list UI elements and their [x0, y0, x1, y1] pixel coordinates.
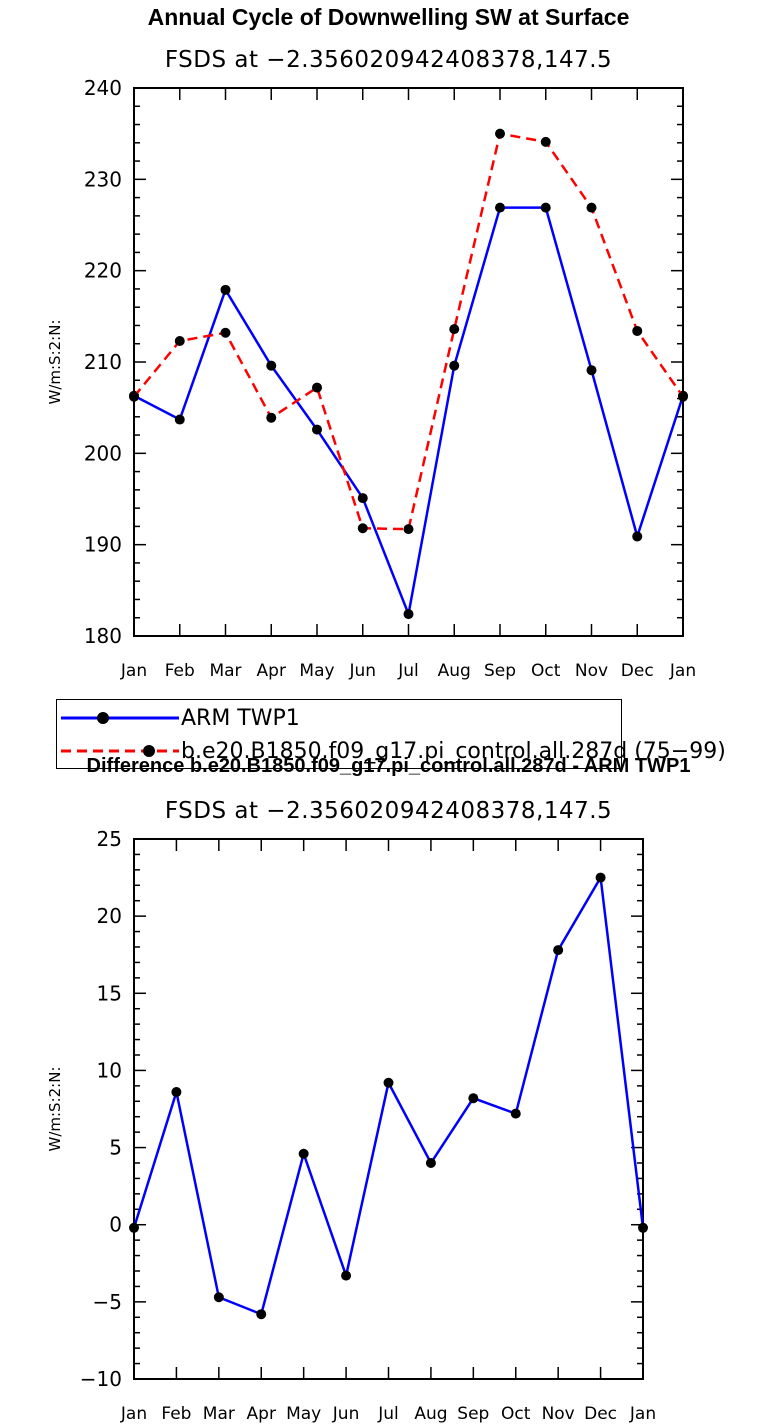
chart2-frame: [133, 838, 644, 1380]
chart2-xtick-label: Jun: [332, 1404, 360, 1424]
chart1-xtick-label: Sep: [484, 661, 516, 681]
legend-line-arm-icon: [61, 716, 179, 720]
chart2-data-point: [298, 1148, 309, 1159]
chart2-data-point: [213, 1292, 224, 1303]
chart1-data-point: [678, 391, 688, 402]
chart1-data-point: [129, 391, 139, 402]
chart1-series-line: [133, 132, 685, 531]
chart1-data-point: [586, 202, 597, 213]
chart2-xtick-label: Oct: [501, 1404, 531, 1424]
chart1-data-point: [312, 424, 322, 435]
legend-entry-model: b.e20.B1850.f09_g17.pi_control.all.287d …: [57, 735, 726, 768]
chart2-data-point: [129, 1222, 139, 1233]
chart2-data-point: [510, 1108, 521, 1119]
chart1-ytick-label: 180: [84, 624, 122, 648]
chart1-xtick-label: Dec: [621, 661, 654, 681]
chart1-ytick-label: 210: [84, 350, 122, 374]
chart1-xtick-label: Aug: [438, 661, 471, 681]
chart1-xtick-label: Oct: [531, 661, 561, 681]
chart1-data-point: [632, 531, 643, 542]
legend-marker-model-icon: [143, 745, 155, 757]
chart1-xtick-label: Jan: [120, 661, 147, 681]
chart2-xtick-label: Dec: [584, 1404, 617, 1424]
chart1-data-point: [174, 335, 185, 346]
legend-marker-arm-icon: [97, 712, 109, 724]
chart1-xtick-label: Jul: [397, 661, 419, 681]
chart1-data-point: [586, 365, 597, 376]
chart1-title: Annual Cycle of Downwelling SW at Surfac…: [147, 4, 630, 30]
chart2-ytick-label: −5: [93, 1290, 122, 1314]
chart2-data-point: [468, 1093, 479, 1104]
chart2-xtick-label: Feb: [161, 1404, 191, 1424]
chart2-xtick-label: Jan: [120, 1404, 147, 1424]
chart2-ytick-label: 15: [97, 981, 122, 1005]
chart2-ytick-label: 25: [97, 827, 122, 851]
chart1-data-point: [403, 609, 414, 620]
chart2-data-point: [256, 1309, 267, 1320]
chart2-xtick-label: Jul: [377, 1404, 399, 1424]
chart2-xtick-label: Nov: [542, 1404, 575, 1424]
chart1-data-point: [357, 493, 368, 504]
chart2-ytick-label: −10: [80, 1367, 122, 1391]
chart2-ytick-label: 20: [97, 904, 122, 928]
chart2-data-point: [171, 1087, 182, 1098]
chart1-data-point: [357, 523, 368, 534]
chart2-data-point: [341, 1270, 352, 1281]
chart2-xtick-label: May: [286, 1404, 321, 1424]
chart1-data-point: [632, 325, 643, 336]
chart1-ylabel: W/m:S:2:N:: [46, 320, 64, 405]
chart1-data-point: [403, 524, 414, 535]
chart1-subtitle: FSDS at −2.356020942408378,147.5: [164, 47, 613, 73]
chart1-ytick-label: 240: [84, 76, 122, 100]
chart2-data-point: [638, 1222, 648, 1233]
chart1-data-point: [540, 136, 551, 147]
chart2-data-point: [595, 872, 606, 883]
chart1-data-point: [266, 412, 277, 423]
chart2-xtick-label: Aug: [414, 1404, 447, 1424]
chart2-ytick-label: 0: [109, 1213, 122, 1237]
chart1-ytick-label: 190: [84, 533, 122, 557]
chart1-ytick-label: 230: [84, 167, 122, 191]
chart1-xtick-label: Feb: [165, 661, 195, 681]
chart1-data-point: [174, 414, 185, 425]
chart1-series-line: [133, 206, 685, 619]
chart2-subtitle: FSDS at −2.356020942408378,147.5: [164, 798, 613, 824]
chart2-ytick-label: 10: [97, 1058, 122, 1082]
chart1-plot: 180 190 200 210 220 230 240 Jan Feb Mar Apr May Jun J…: [46, 76, 696, 681]
chart2-data-point: [553, 945, 564, 956]
chart1-legend: ARM TWP1 b.e20.B1850.f09_g17.pi_control.…: [56, 699, 726, 769]
chart2-xtick-label: Apr: [247, 1404, 276, 1424]
chart1-data-point: [449, 324, 460, 335]
chart2-data-point: [383, 1077, 394, 1088]
chart2-data-point: [425, 1158, 436, 1168]
chart2-xtick-label: Mar: [203, 1404, 235, 1424]
chart1-data-point: [220, 327, 231, 338]
chart1-data-point: [495, 128, 505, 139]
chart1-xtick-label: Jun: [348, 661, 376, 681]
chart2-xtick-label: Jan: [629, 1404, 656, 1424]
chart1-data-point: [540, 202, 551, 213]
chart1-xtick-label: May: [299, 661, 334, 681]
chart1-xtick-label: Apr: [257, 661, 286, 681]
chart1-data-point: [312, 382, 322, 393]
chart1-ytick-label: 220: [84, 259, 122, 283]
chart1-xtick-label: Nov: [575, 661, 608, 681]
chart1-data-point: [220, 284, 231, 295]
chart1-xtick-label: Mar: [209, 661, 241, 681]
chart1-data-point: [266, 360, 277, 371]
chart2-title: Difference b.e20.B1850.f09_g17.pi_contro…: [86, 755, 691, 777]
chart2-series-line: [132, 873, 645, 1316]
legend-label-model: b.e20.B1850.f09_g17.pi_control.all.287d …: [181, 739, 726, 764]
chart1-frame: [133, 87, 684, 637]
chart2-xtick-label: Sep: [457, 1404, 489, 1424]
chart1-xtick-label: Jan: [669, 661, 696, 681]
legend-line-model-icon: [61, 749, 179, 753]
chart1-ytick-label: 200: [84, 441, 122, 465]
chart1-data-point: [495, 202, 505, 213]
legend-label-arm: ARM TWP1: [181, 706, 300, 731]
chart2-ylabel: W/m:S:2:N:: [46, 1067, 64, 1152]
chart2-ytick-label: 5: [109, 1136, 122, 1160]
legend-entry-arm: ARM TWP1: [57, 702, 617, 735]
chart1-data-point: [449, 360, 460, 371]
